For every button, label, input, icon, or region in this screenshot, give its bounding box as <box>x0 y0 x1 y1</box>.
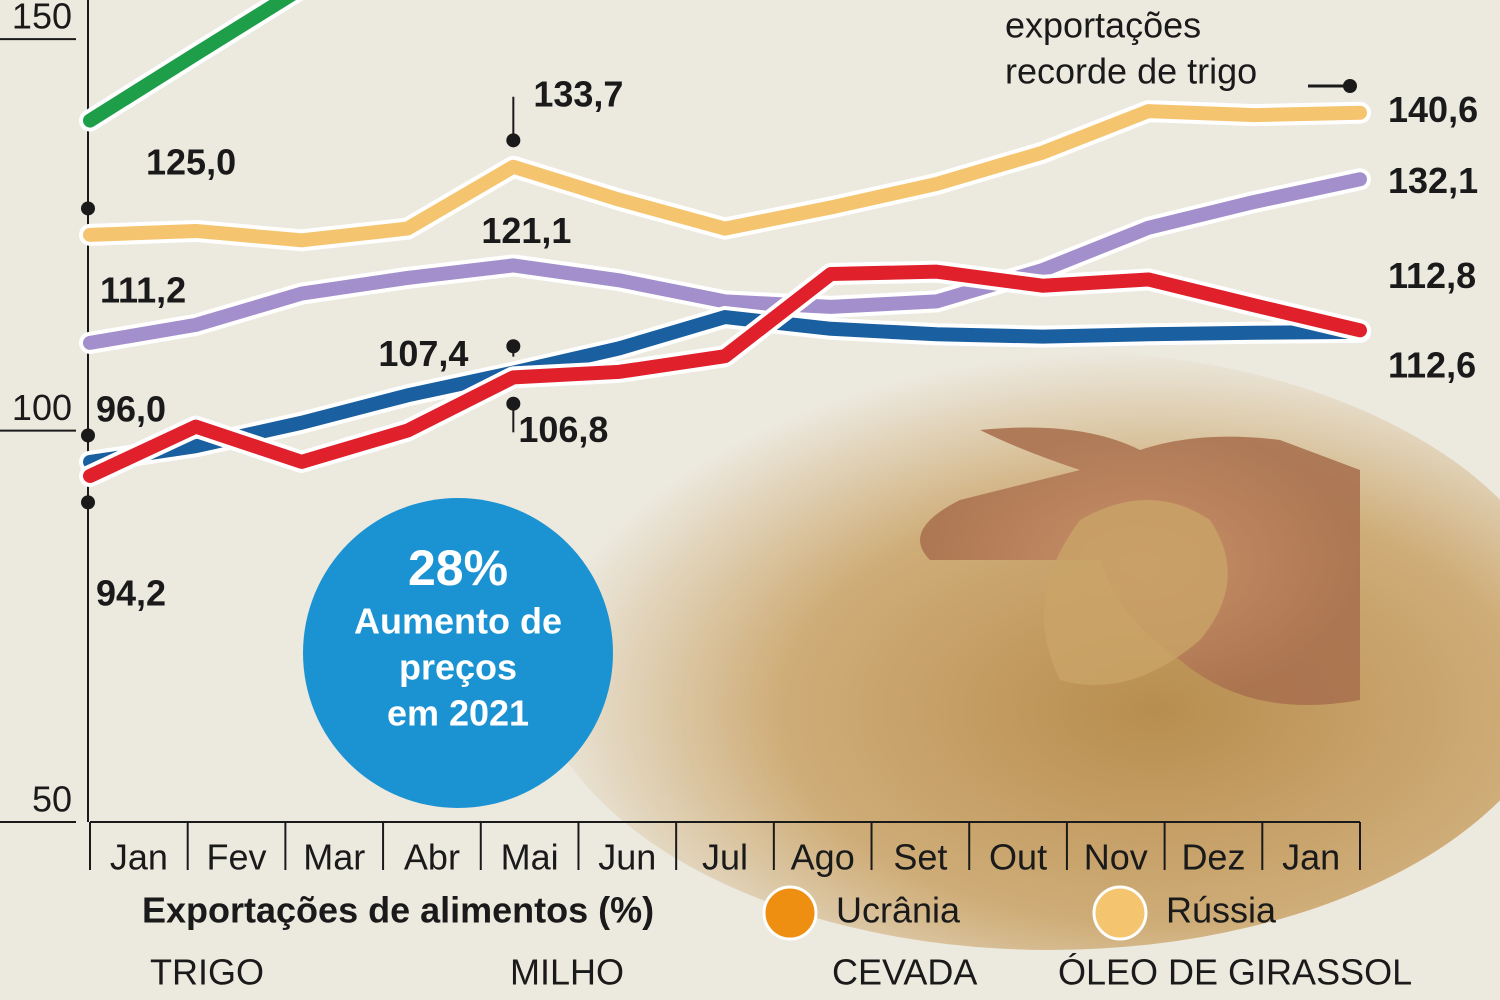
x-tick-label: Jan <box>110 837 168 878</box>
x-tick-label: Out <box>989 837 1047 878</box>
value-label: 96,0 <box>96 388 166 429</box>
value-label: 107,4 <box>378 333 468 374</box>
value-label: 112,8 <box>1388 255 1476 296</box>
line <box>83 0 297 128</box>
x-tick-label: Jan <box>1282 837 1340 878</box>
annotation-dot <box>1343 79 1357 93</box>
commodity: ÓLEO DE GIRASSOL <box>1058 952 1412 993</box>
value-label: 111,2 <box>100 269 186 310</box>
callout-big: 28% <box>408 540 508 596</box>
annotation: recorde de trigo <box>1005 51 1257 92</box>
annotation: exportações <box>1005 5 1201 46</box>
value-label: 94,2 <box>96 572 166 613</box>
commodity: TRIGO <box>150 952 264 993</box>
callout-line: em 2021 <box>387 693 529 734</box>
x-tick-label: Mai <box>501 837 559 878</box>
x-tick-label: Nov <box>1084 837 1148 878</box>
line <box>83 104 1367 248</box>
legend-title: Exportações de alimentos (%) <box>142 890 654 931</box>
x-tick-label: Dez <box>1181 837 1245 878</box>
commodity: CEVADA <box>832 952 977 993</box>
value-label: 106,8 <box>518 409 608 450</box>
value-label: 112,6 <box>1388 344 1476 385</box>
x-tick-label: Jul <box>702 837 748 878</box>
photo <box>530 350 1500 950</box>
commodity: MILHO <box>510 952 624 993</box>
legend-label: Ucrânia <box>836 890 961 931</box>
y-tick-label: 150 <box>12 0 72 37</box>
line <box>83 172 1367 350</box>
legend-swatch <box>762 885 818 941</box>
callout-circle <box>303 498 613 808</box>
x-tick-label: Abr <box>404 837 460 878</box>
callout-line: Aumento de <box>354 601 562 642</box>
callout-line: preços <box>399 647 517 688</box>
line <box>83 310 1367 469</box>
callout: 28% Aumento de preços em 2021 <box>303 498 613 808</box>
x-tick-label: Jun <box>598 837 656 878</box>
x-tick-label: Ago <box>791 837 855 878</box>
value-label: 133,7 <box>533 73 623 114</box>
legend-swatch <box>1092 885 1148 941</box>
value-label: 132,1 <box>1388 160 1478 201</box>
y-tick-label: 50 <box>32 779 72 820</box>
x-tick-label: Fev <box>207 837 267 878</box>
legend-label: Rússia <box>1166 890 1277 931</box>
value-label: 121,1 <box>481 210 571 251</box>
x-tick-label: Mar <box>303 837 365 878</box>
line <box>83 264 1367 483</box>
y-tick-label: 100 <box>12 387 72 428</box>
value-label: 140,6 <box>1388 89 1478 130</box>
x-tick-label: Set <box>893 837 947 878</box>
value-label: 125,0 <box>146 141 236 182</box>
